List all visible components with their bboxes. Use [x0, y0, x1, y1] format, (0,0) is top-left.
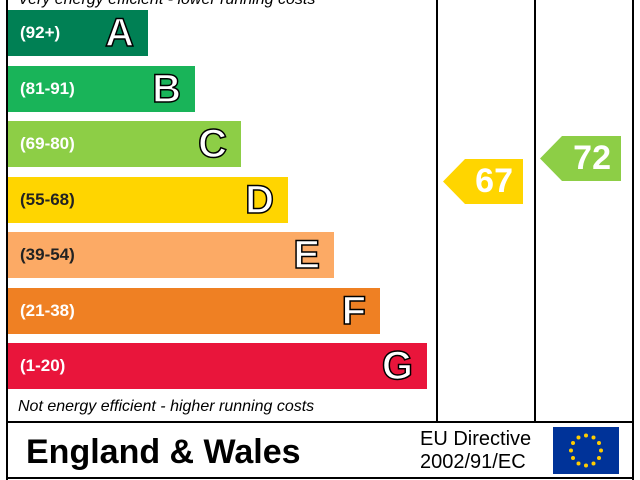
eu-star: [596, 441, 601, 445]
eu-star: [571, 441, 576, 445]
eu-star: [591, 435, 596, 440]
eu-star: [599, 448, 603, 453]
band-b: (81-91) B: [8, 66, 195, 112]
eu-flag-icon: [553, 427, 619, 474]
frame-right: [632, 0, 634, 480]
top-caption: Very energy efficient - lower running co…: [18, 0, 315, 9]
band-range: (55-68): [20, 190, 75, 209]
column-divider-current: [436, 0, 438, 423]
band-a: (92+) A: [8, 10, 148, 56]
band-letter: A: [104, 11, 134, 55]
bottom-caption: Not energy efficient - higher running co…: [18, 398, 315, 415]
band-d: (55-68) D: [8, 177, 288, 223]
band-range: (21-38): [20, 301, 75, 320]
footer-divider: [6, 421, 634, 423]
eu-star: [596, 456, 601, 460]
band-letter: E: [293, 233, 321, 277]
region-label: England & Wales: [26, 433, 301, 471]
band-range: (69-80): [20, 134, 75, 153]
directive-label: EU Directive 2002/91/EC: [420, 428, 531, 474]
band-range: (81-91): [20, 79, 75, 98]
band-g: (1-20) G: [8, 343, 427, 389]
band-e: (39-54) E: [8, 232, 334, 278]
column-divider-potential: [534, 0, 536, 423]
band-c: (69-80) C: [8, 121, 241, 167]
eu-star: [569, 448, 573, 453]
current-rating-arrow: 67: [443, 159, 523, 204]
band-letter: B: [151, 67, 181, 111]
band-letter: G: [381, 344, 414, 388]
band-letter: C: [197, 122, 227, 166]
directive-line-1: EU Directive: [420, 428, 532, 450]
eu-star: [584, 433, 588, 438]
eu-star: [571, 456, 576, 460]
band-range: (1-20): [20, 356, 66, 375]
frame-left: [6, 0, 8, 480]
band-letter: F: [341, 289, 367, 333]
band-range: (92+): [20, 23, 61, 42]
eu-star: [576, 461, 581, 466]
eu-star: [591, 461, 596, 466]
potential-rating-value: 72: [573, 139, 611, 177]
current-rating-value: 67: [475, 162, 513, 200]
eu-star: [584, 463, 588, 468]
directive-line-2: 2002/91/EC: [420, 451, 526, 473]
band-range: (39-54): [20, 245, 75, 264]
band-letter: D: [244, 178, 274, 222]
eu-star: [576, 435, 581, 440]
band-f: (21-38) F: [8, 288, 380, 334]
potential-rating-arrow: 72: [540, 136, 621, 181]
frame-bottom: [6, 477, 634, 479]
